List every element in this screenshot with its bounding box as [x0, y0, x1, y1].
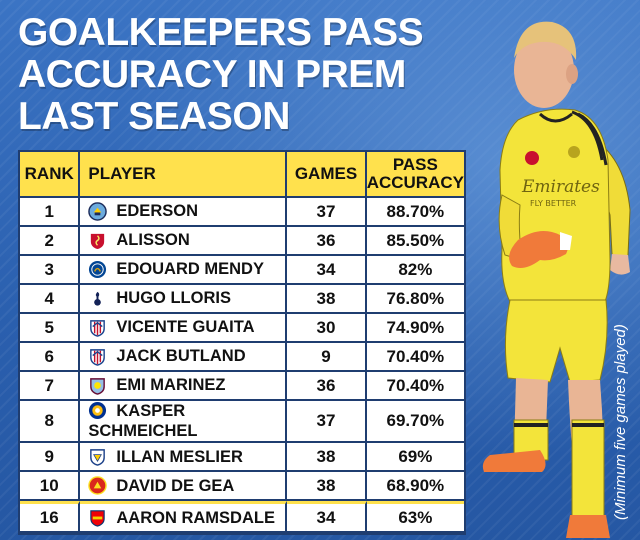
player-name: HUGO LLORIS: [116, 289, 231, 308]
pass-accuracy-cell: 88.70%: [366, 198, 464, 227]
rank-cell: 5: [20, 314, 81, 343]
shirt-sponsor-text: Emirates: [521, 177, 600, 197]
table-row: 6 JACK BUTLAND 9 70.40%: [20, 343, 464, 372]
pass-accuracy-cell: 76.80%: [366, 285, 464, 314]
pass-accuracy-table: RANK PLAYER GAMES PASS ACCURACY 1 EDERSON…: [18, 150, 466, 536]
player-cell: DAVID DE GEA: [80, 472, 288, 502]
manchester-united-crest: [88, 475, 108, 495]
chelsea-crest: [88, 260, 107, 279]
player-cell: HUGO LLORIS: [80, 285, 288, 314]
table-body: 1 EDERSON 37 88.70% 2 ALISSON 36 85.50% 3 EDOUARD…: [20, 198, 464, 534]
games-cell: 38: [287, 285, 367, 314]
player-cell: ALISSON: [80, 227, 288, 256]
games-cell: 38: [287, 443, 367, 473]
pass-accuracy-cell: 82%: [366, 256, 464, 285]
rank-cell: 6: [20, 343, 81, 372]
pass-accuracy-cell: 63%: [366, 501, 464, 534]
player-name: EDERSON: [116, 202, 198, 221]
games-cell: 36: [287, 227, 367, 256]
table-row: 10 DAVID DE GEA 38 68.90%: [20, 472, 464, 502]
table-row: 7 EMI MARINEZ 36 70.40%: [20, 372, 464, 401]
headline-line-1: GOALKEEPERS PASS: [18, 11, 424, 54]
goalkeeper-photo: Emirates FLY BETTER: [482, 21, 631, 538]
player-name: ILLAN MESLIER: [116, 447, 243, 466]
player-name: EDOUARD MENDY: [116, 260, 264, 279]
player-cell: EMI MARINEZ: [80, 372, 288, 401]
headline: GOALKEEPERS PASS ACCURACY IN PREM LAST S…: [18, 12, 478, 138]
header-games: GAMES: [287, 152, 367, 198]
rank-cell: 9: [20, 443, 81, 473]
table-row: 2 ALISSON 36 85.50%: [20, 227, 464, 256]
games-cell: 9: [287, 343, 367, 372]
table-row: 16 AARON RAMSDALE 34 63%: [20, 501, 464, 534]
footnote: (Minimum five games played): [612, 324, 629, 520]
pass-accuracy-cell: 70.40%: [366, 343, 464, 372]
table-row: 8 KASPER SCHMEICHEL 37 69.70%: [20, 401, 464, 444]
crystal-palace-crest: [88, 318, 107, 337]
headline-line-3: LAST SEASON: [18, 95, 290, 138]
manchester-city-crest: [88, 201, 108, 221]
player-cell: VICENTE GUAITA: [80, 314, 288, 343]
rank-cell: 10: [20, 472, 81, 502]
games-cell: 36: [287, 372, 367, 401]
pass-accuracy-cell: 70.40%: [366, 372, 464, 401]
player-cell: EDERSON: [80, 198, 288, 227]
header-player: PLAYER: [80, 152, 288, 198]
header-rank: RANK: [20, 152, 81, 198]
games-cell: 30: [287, 314, 367, 343]
leicester-crest: [88, 401, 107, 420]
header-pass-accuracy: PASS ACCURACY: [366, 152, 464, 198]
leeds-crest: [88, 447, 107, 466]
liverpool-crest: [88, 231, 107, 250]
headline-line-2: ACCURACY IN PREM: [18, 53, 406, 96]
pass-accuracy-cell: 69%: [366, 443, 464, 473]
player-cell: ILLAN MESLIER: [80, 443, 288, 473]
player-name: DAVID DE GEA: [116, 476, 235, 495]
aston-villa-crest: [88, 376, 107, 395]
rank-cell: 4: [20, 285, 81, 314]
shirt-slogan-text: FLY BETTER: [530, 199, 577, 208]
table-row: 5 VICENTE GUAITA 30 74.90%: [20, 314, 464, 343]
table-row: 9 ILLAN MESLIER 38 69%: [20, 443, 464, 473]
rank-cell: 2: [20, 227, 81, 256]
rank-cell: 1: [20, 198, 81, 227]
games-cell: 38: [287, 472, 367, 502]
pass-accuracy-cell: 74.90%: [366, 314, 464, 343]
player-cell: JACK BUTLAND: [80, 343, 288, 372]
table-row: 1 EDERSON 37 88.70%: [20, 198, 464, 227]
player-name: AARON RAMSDALE: [116, 508, 275, 527]
crystal-palace-crest: [88, 347, 107, 366]
player-cell: AARON RAMSDALE: [80, 501, 288, 534]
player-name: VICENTE GUAITA: [116, 318, 255, 337]
table-row: 4 HUGO LLORIS 38 76.80%: [20, 285, 464, 314]
arsenal-crest: [88, 508, 107, 527]
pass-accuracy-cell: 85.50%: [366, 227, 464, 256]
player-name: JACK BUTLAND: [116, 347, 246, 366]
player-name: ALISSON: [116, 231, 190, 250]
games-cell: 37: [287, 401, 367, 444]
rank-cell: 7: [20, 372, 81, 401]
tottenham-crest: [88, 289, 107, 308]
games-cell: 34: [287, 256, 367, 285]
player-name: KASPER SCHMEICHEL: [88, 402, 198, 441]
games-cell: 37: [287, 198, 367, 227]
player-cell: KASPER SCHMEICHEL: [80, 401, 288, 444]
games-cell: 34: [287, 501, 367, 534]
pass-accuracy-cell: 68.90%: [366, 472, 464, 502]
rank-cell: 8: [20, 401, 81, 444]
rank-cell: 3: [20, 256, 81, 285]
player-cell: EDOUARD MENDY: [80, 256, 288, 285]
table-header-row: RANK PLAYER GAMES PASS ACCURACY: [20, 152, 464, 198]
player-name: EMI MARINEZ: [116, 376, 226, 395]
pass-accuracy-cell: 69.70%: [366, 401, 464, 444]
rank-cell: 16: [20, 501, 81, 534]
table-row: 3 EDOUARD MENDY 34 82%: [20, 256, 464, 285]
